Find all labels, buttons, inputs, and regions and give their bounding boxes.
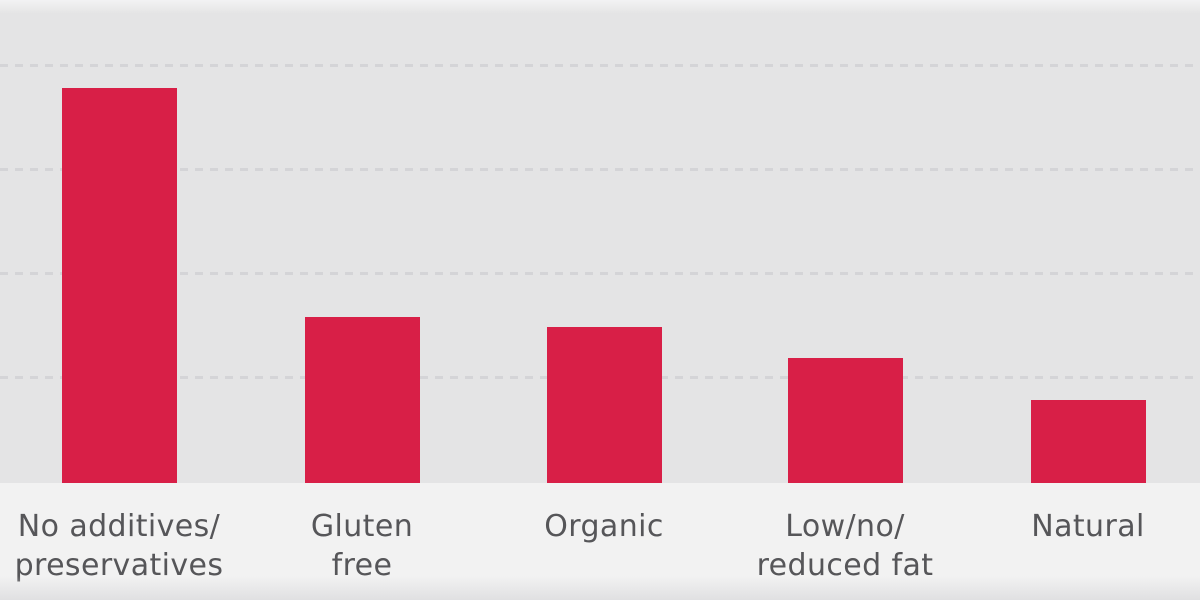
bar-natural xyxy=(1030,399,1146,483)
bar-gluten-free xyxy=(304,316,420,483)
x-axis-label: No additives/ preservatives xyxy=(14,509,224,583)
bar-low-no-reduced-fat xyxy=(787,358,903,483)
gridline xyxy=(0,64,1200,67)
x-axis-label: Gluten free xyxy=(310,509,414,583)
plot-area xyxy=(0,0,1200,483)
top-edge-highlight xyxy=(0,0,1200,14)
bar-organic xyxy=(546,327,662,483)
x-axis-labels: Natural Low/no/ reduced fat Organic Gluten … xyxy=(0,483,1200,600)
bar-no-additives-preservatives xyxy=(61,87,177,483)
gridline xyxy=(0,272,1200,275)
x-axis-label: Organic xyxy=(544,509,664,544)
x-axis-label: Natural xyxy=(1031,509,1145,544)
gridline xyxy=(0,168,1200,171)
x-axis-label: Low/no/ reduced fat xyxy=(756,509,934,583)
